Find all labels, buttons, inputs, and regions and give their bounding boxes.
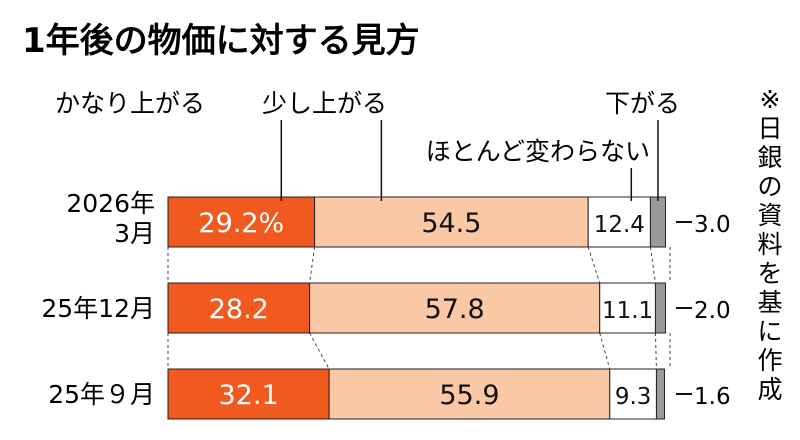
note-char-4: の xyxy=(757,172,782,201)
data-label-3-row-2: 11.1 xyxy=(602,298,653,324)
connector-1-1 xyxy=(309,246,316,284)
connector-lines xyxy=(167,246,671,370)
data-label-1-row-1: 29.2% xyxy=(198,208,284,239)
note-char-5: 資 xyxy=(757,201,782,230)
note-char-7: を xyxy=(757,259,782,288)
data-label-2-row-3: 55.9 xyxy=(439,380,499,411)
connector-1-2 xyxy=(587,246,601,284)
connector-2-2 xyxy=(599,332,611,370)
connector-2-3 xyxy=(654,332,657,370)
data-label-3-row-1: 12.4 xyxy=(594,212,645,238)
note-char-8: 基 xyxy=(757,288,782,317)
bar-segment-3-row-1 xyxy=(587,196,651,248)
bar-segment-4-row-1 xyxy=(649,196,666,248)
category-label-row-1-line-2: 3月 xyxy=(114,219,155,248)
bar-segment-3-row-2 xyxy=(599,282,656,334)
data-label-1-row-2: 28.2 xyxy=(209,294,269,325)
connector-2-1 xyxy=(309,332,330,370)
legend-label-3: ほとんど変わらない xyxy=(426,137,650,166)
bar-segment-1-row-3 xyxy=(167,368,330,420)
bar-segment-2-row-3 xyxy=(328,368,611,420)
bar-segment-3-row-3 xyxy=(609,368,657,420)
bar-segment-1-row-1 xyxy=(167,196,316,248)
note-char-3: 銀 xyxy=(757,143,782,172)
data-label-4-row-1: 3.0 xyxy=(694,212,731,238)
data-label-4-row-3: 1.6 xyxy=(694,384,731,410)
category-label-row-3: 25年９月 xyxy=(48,380,155,409)
bar-segment-4-row-3 xyxy=(655,368,665,420)
connector-1-3 xyxy=(649,246,656,284)
data-label-2-row-2: 57.8 xyxy=(425,294,485,325)
note-char-10: 作 xyxy=(757,346,782,375)
category-label-row-1-line-1: 2026年 xyxy=(66,189,155,218)
bar-segment-4-row-2 xyxy=(654,282,666,334)
chart-title: 1年後の物価に対する見方 xyxy=(22,21,420,61)
legend-label-4: 下がる xyxy=(605,89,680,118)
note-char-9: に xyxy=(757,317,782,346)
note-char-2: 日 xyxy=(757,114,782,143)
data-label-2-row-1: 54.5 xyxy=(421,208,481,239)
bar-segment-2-row-1 xyxy=(314,196,589,248)
legend-label-1: かなり上がる xyxy=(55,89,205,118)
legend-label-2: 少し上がる xyxy=(262,89,387,118)
data-label-3-row-3: 9.3 xyxy=(615,384,652,410)
note-char-1: ※ xyxy=(760,85,781,114)
note-char-6: 料 xyxy=(757,230,782,259)
note-char-11: 成 xyxy=(757,375,782,404)
data-label-1-row-3: 32.1 xyxy=(219,380,279,411)
category-label-row-2: 25年12月 xyxy=(41,294,155,323)
data-label-4-row-2: 2.0 xyxy=(694,298,731,324)
